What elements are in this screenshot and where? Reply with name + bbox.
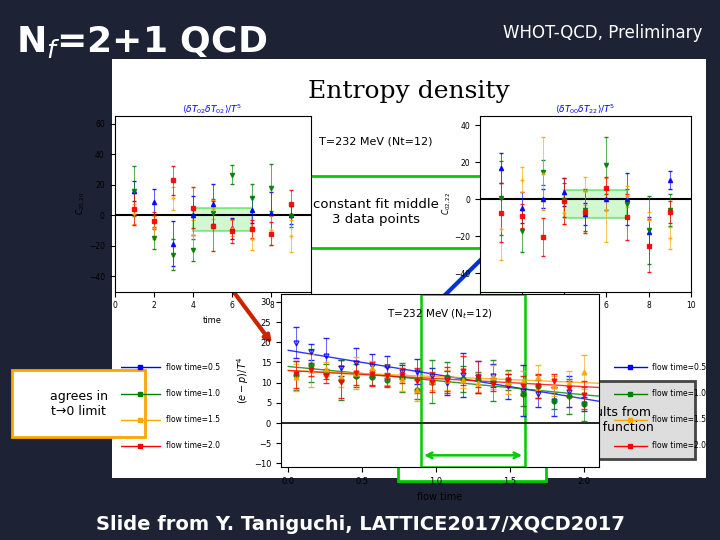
Text: flow time=2.0: flow time=2.0 [652, 441, 706, 450]
FancyBboxPatch shape [533, 381, 695, 459]
X-axis label: time: time [203, 316, 222, 325]
FancyBboxPatch shape [270, 176, 482, 248]
X-axis label: flow time: flow time [417, 492, 462, 502]
Text: T=232 MeV (N$_t$=12): T=232 MeV (N$_t$=12) [387, 308, 492, 321]
Text: flow time=1.0: flow time=1.0 [166, 389, 220, 398]
Y-axis label: $(e-p)/T^4$: $(e-p)/T^4$ [235, 357, 251, 404]
Bar [421, 294, 525, 468]
Bar [193, 207, 252, 231]
Text: flow time=0.5: flow time=0.5 [652, 363, 706, 372]
Y-axis label: $C_{02,22}$: $C_{02,22}$ [441, 192, 453, 215]
Text: Slide from Y. Taniguchi, LATTICE2017/XQCD2017: Slide from Y. Taniguchi, LATTICE2017/XQC… [96, 515, 624, 534]
Title: $\langle\delta T_{02}\delta T_{02}\rangle/T^5$: $\langle\delta T_{02}\delta T_{02}\rangl… [182, 103, 243, 116]
Text: N$_f$=2+1 QCD: N$_f$=2+1 QCD [16, 24, 267, 60]
Y-axis label: $C_{20,20}$: $C_{20,20}$ [75, 192, 87, 215]
Text: agrees in
t→0 limit: agrees in t→0 limit [50, 390, 108, 417]
Text: results from
1 pt function: results from 1 pt function [574, 406, 654, 434]
FancyBboxPatch shape [12, 370, 145, 437]
FancyBboxPatch shape [398, 446, 546, 481]
Text: Entropy density: Entropy density [307, 80, 510, 103]
Text: linear window: linear window [431, 456, 513, 470]
Text: flow time=1.5: flow time=1.5 [166, 415, 220, 424]
Text: flow time=2.0: flow time=2.0 [166, 441, 220, 450]
Title: $\langle\delta T_{00}\delta T_{22}\rangle/T^5$: $\langle\delta T_{00}\delta T_{22}\rangl… [555, 103, 616, 116]
Bar [112, 59, 706, 478]
Bar [564, 190, 628, 218]
Text: WHOT-QCD, Preliminary: WHOT-QCD, Preliminary [503, 24, 702, 42]
Text: constant fit middle
3 data points: constant fit middle 3 data points [313, 198, 439, 226]
Text: flow time=1.5: flow time=1.5 [652, 415, 706, 424]
Text: flow time=1.0: flow time=1.0 [652, 389, 706, 398]
X-axis label: time: time [576, 316, 595, 325]
Text: T=232 MeV (Nt=12): T=232 MeV (Nt=12) [319, 137, 433, 147]
Text: flow time=0.5: flow time=0.5 [166, 363, 220, 372]
